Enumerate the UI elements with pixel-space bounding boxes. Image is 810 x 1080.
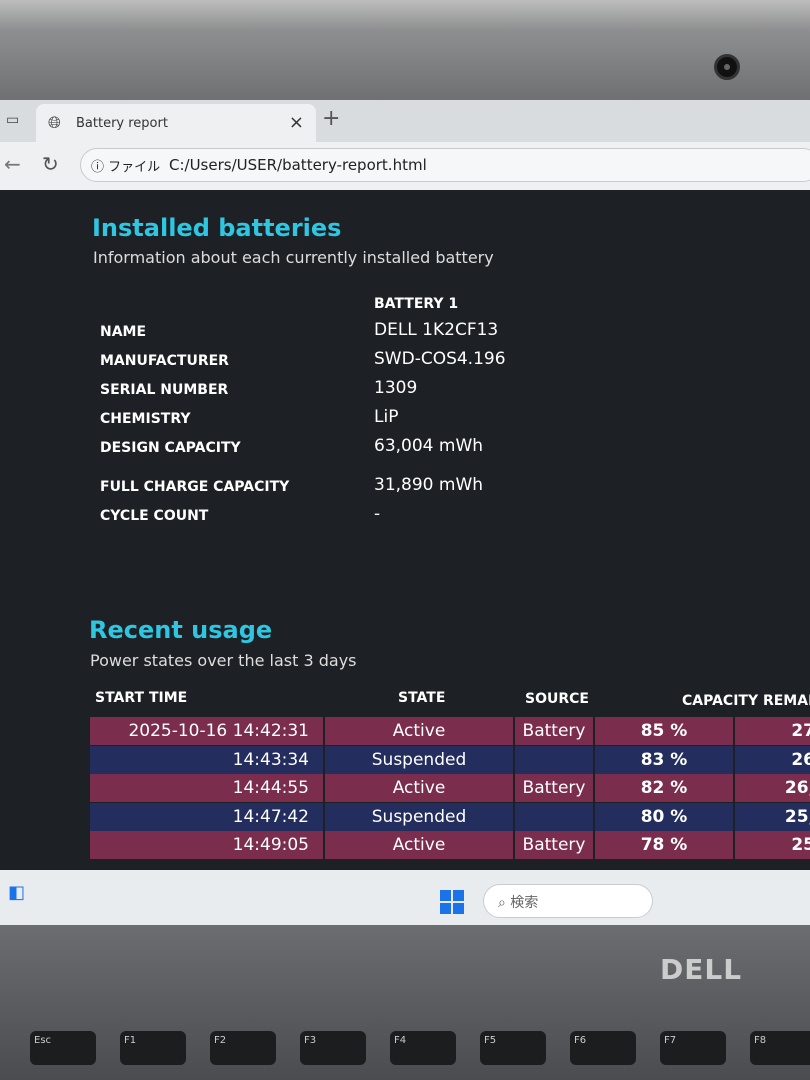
field-label: DESIGN CAPACITY [100, 440, 241, 456]
source [515, 745, 595, 774]
start-time: 14:44:55 [90, 774, 325, 802]
keyboard-key: Esc [30, 1031, 96, 1065]
installed-batteries-subtitle: Information about each currently install… [93, 248, 494, 267]
back-icon[interactable]: ← [4, 152, 21, 176]
state: Suspended [325, 802, 515, 831]
header-state: STATE [398, 690, 446, 706]
start-button[interactable] [440, 890, 464, 914]
recent-usage-subtitle: Power states over the last 3 days [90, 651, 357, 670]
start-time: 14:49:05 [90, 831, 325, 859]
address-bar-row: ← ↻ ⓘ ファイル C:/Users/USER/battery-report.… [0, 142, 810, 190]
address-bar[interactable]: ⓘ ファイル C:/Users/USER/battery-report.html [80, 148, 810, 182]
recent-usage-title: Recent usage [89, 616, 273, 644]
webcam [714, 54, 740, 80]
search-icon: ⌕ [498, 895, 506, 911]
field-value: 63,004 mWh [374, 436, 484, 456]
field-value: DELL 1K2CF13 [374, 320, 499, 340]
header-source: SOURCE [525, 691, 589, 707]
start-time: 14:47:42 [90, 802, 325, 831]
installed-batteries-title: Installed batteries [92, 214, 342, 242]
capacity-percent: 80 % [595, 802, 735, 831]
capacity-mwh: 25, [784, 806, 810, 827]
laptop-keyboard-deck: DELL Esc F1 F2 F3 F4 F5 F6 F7 F8 [0, 925, 810, 1080]
start-time: 14:43:34 [90, 745, 325, 774]
keyboard-key: F1 [120, 1031, 186, 1065]
field-label: CYCLE COUNT [100, 508, 209, 524]
capacity-mwh: 27 [791, 721, 810, 741]
tab-battery-report[interactable]: 🌐︎ Battery report × [36, 104, 316, 142]
laptop-bezel [0, 0, 810, 100]
capacity-mwh: 26 [791, 749, 810, 770]
new-tab-button[interactable]: + [322, 106, 341, 131]
field-value: 1309 [374, 378, 418, 398]
keyboard-key: F5 [480, 1031, 546, 1065]
screen: ▭ 🌐︎ Battery report × + ← ↻ ⓘ ファイル C:/Us… [0, 100, 810, 925]
taskbar-search[interactable]: ⌕ 検索 [483, 884, 653, 918]
capacity-percent: 78 % [595, 831, 735, 859]
capacity-mwh: 26, [784, 778, 810, 798]
dell-logo: DELL [660, 953, 743, 986]
field-label: SERIAL NUMBER [100, 382, 229, 398]
usage-row: 14:44:55 Active Battery 82 % 26, [90, 774, 810, 802]
taskbar: ◧ ⌕ 検索 [0, 870, 810, 925]
header-start-time: START TIME [95, 690, 188, 706]
url-text: C:/Users/USER/battery-report.html [169, 156, 427, 174]
usage-row: 2025-10-16 14:42:31 Active Battery 85 % … [90, 717, 810, 745]
keyboard-key: F6 [570, 1031, 636, 1065]
field-value: LiP [374, 407, 399, 427]
refresh-icon[interactable]: ↻ [42, 152, 59, 176]
start-time: 2025-10-16 14:42:31 [90, 717, 325, 745]
keyboard-key: F8 [750, 1031, 810, 1065]
field-label: CHEMISTRY [100, 411, 191, 427]
field-label: MANUFACTURER [100, 353, 229, 369]
widgets-icon[interactable]: ◧ [8, 882, 26, 903]
capacity-mwh: 25 [791, 835, 810, 855]
keyboard-key: F3 [300, 1031, 366, 1065]
globe-icon: 🌐︎ [48, 113, 61, 132]
usage-row: 14:43:34 Suspended 83 % 26 [90, 745, 810, 774]
keyboard-key: F2 [210, 1031, 276, 1065]
close-tab-icon[interactable]: × [288, 112, 304, 133]
field-value: - [374, 504, 381, 524]
battery-column-header: BATTERY 1 [374, 296, 459, 312]
field-label: NAME [100, 324, 147, 340]
usage-row: 14:49:05 Active Battery 78 % 25 [90, 831, 810, 859]
sidebar-toggle-icon[interactable]: ▭ [6, 112, 20, 128]
source: Battery [515, 831, 595, 859]
tab-title: Battery report [76, 116, 168, 131]
capacity-percent: 83 % [595, 745, 735, 774]
source: Battery [515, 717, 595, 745]
state: Active [325, 774, 515, 802]
search-placeholder: 検索 [510, 895, 539, 911]
keyboard-key: F7 [660, 1031, 726, 1065]
field-label: FULL CHARGE CAPACITY [100, 479, 290, 495]
field-value: SWD-COS4.196 [374, 349, 506, 369]
source [515, 802, 595, 831]
capacity-percent: 85 % [595, 717, 735, 745]
state: Suspended [325, 745, 515, 774]
header-capacity-remaining: CAPACITY REMAI [682, 693, 810, 709]
url-scheme-label: ファイル [108, 160, 161, 175]
usage-row: 14:47:42 Suspended 80 % 25, [90, 802, 810, 831]
tab-bar: ▭ 🌐︎ Battery report × + [0, 100, 810, 142]
state: Active [325, 717, 515, 745]
report-content: Installed batteries Information about ea… [0, 190, 810, 870]
state: Active [325, 831, 515, 859]
field-value: 31,890 mWh [374, 475, 484, 495]
source: Battery [515, 774, 595, 802]
keyboard-key: F4 [390, 1031, 456, 1065]
capacity-percent: 82 % [595, 774, 735, 802]
file-info[interactable]: ⓘ ファイル [91, 160, 161, 175]
